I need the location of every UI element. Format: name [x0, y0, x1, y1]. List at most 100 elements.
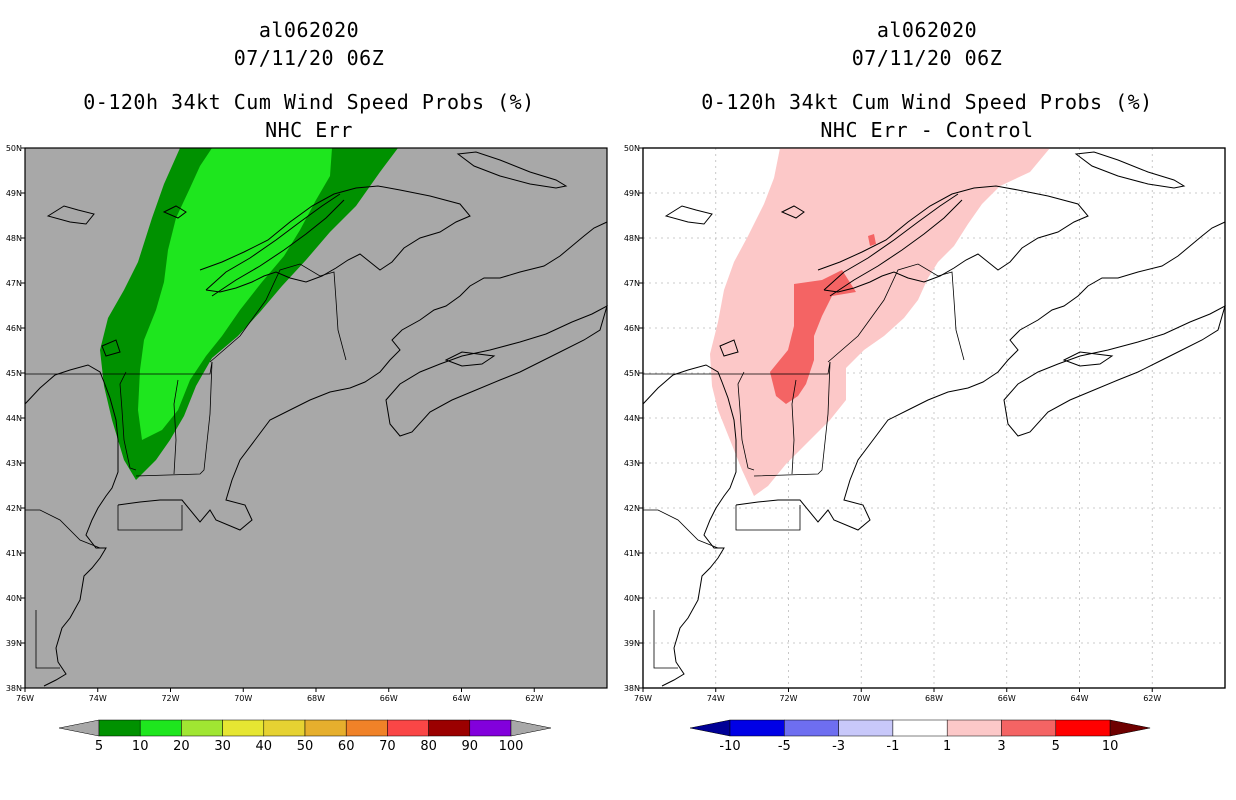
- colorbar-high-triangle: [510, 719, 552, 737]
- border-line: [737, 371, 755, 471]
- lat-label: 49N: [6, 189, 22, 198]
- anticosti-island-outline: [1074, 151, 1186, 189]
- us-east-coastline: [24, 364, 119, 687]
- lon-label: 70W: [852, 694, 870, 703]
- lat-label: 39N: [624, 639, 640, 648]
- lat-label: 40N: [624, 594, 640, 603]
- colorbar-segment: [222, 719, 265, 737]
- colorbar-segment: [784, 719, 839, 737]
- probability-colorbar: 5 10 20 30 40 50 60 70 80 90 100: [58, 719, 552, 754]
- product-title: 0-120h 34kt Cum Wind Speed Probs (%): [83, 90, 535, 114]
- border-line: [791, 379, 797, 475]
- lon-label: 68W: [307, 694, 325, 703]
- colorbar-label: 70: [379, 739, 396, 754]
- lat-label: 50N: [6, 144, 22, 153]
- lat-label: 47N: [6, 279, 22, 288]
- st-lawrence-south-shore: [829, 199, 963, 297]
- colorbar-label: 80: [420, 739, 437, 754]
- axis-labels: 76W 74W 72W 70W 68W 66W 64W 62W 38N 39N 40N 41N 42N 4…: [6, 144, 544, 703]
- colorbar-high-triangle: [1109, 719, 1151, 737]
- lat-label: 45N: [624, 369, 640, 378]
- colorbar-low-triangle: [689, 719, 731, 737]
- colorbar-label: 10: [1102, 739, 1119, 754]
- colorbar-segment: [304, 719, 347, 737]
- lake-outline: [664, 205, 713, 225]
- nova-scotia-outline: [385, 305, 608, 437]
- border-line: [25, 509, 101, 549]
- colorbar-label: 100: [499, 739, 524, 754]
- colorbar-label: 50: [297, 739, 314, 754]
- st-lawrence-north-shore: [823, 193, 959, 291]
- colorbar-label: -5: [778, 739, 791, 754]
- subtitle: NHC Err: [265, 118, 353, 142]
- subtitle: NHC Err - Control: [820, 118, 1034, 142]
- colorbar-label: 5: [1052, 739, 1060, 754]
- lat-label: 48N: [624, 234, 640, 243]
- lon-label: 66W: [380, 694, 398, 703]
- lon-label: 64W: [452, 694, 470, 703]
- lon-label: 72W: [161, 694, 179, 703]
- anticosti-island-outline: [456, 151, 568, 189]
- diff-3-5-contour: [770, 270, 856, 404]
- state-borders: [25, 263, 347, 669]
- lat-label: 40N: [6, 594, 22, 603]
- border-line: [117, 505, 183, 531]
- colorbar-segment: [387, 719, 429, 737]
- lake-outline: [162, 205, 187, 219]
- colorbar-segment: [946, 719, 1002, 737]
- lat-label: 41N: [624, 549, 640, 558]
- colorbar-segment: [469, 719, 512, 737]
- state-borders: [643, 263, 965, 669]
- border-line: [119, 371, 137, 471]
- border-line: [25, 361, 213, 375]
- colorbar-segment: [263, 719, 306, 737]
- lon-label: 72W: [779, 694, 797, 703]
- colorbar-label: 90: [462, 739, 479, 754]
- colorbar-label: 40: [256, 739, 273, 754]
- colorbar-label: 60: [338, 739, 355, 754]
- colorbar-segment: [181, 719, 223, 737]
- colorbar-label: 1: [943, 739, 951, 754]
- product-title: 0-120h 34kt Cum Wind Speed Probs (%): [701, 90, 1153, 114]
- datetime-title: 07/11/20 06Z: [851, 46, 1003, 70]
- map-frame-top: [642, 147, 1226, 689]
- border-line: [173, 379, 179, 475]
- lat-label: 48N: [6, 234, 22, 243]
- st-lawrence-south-shore: [211, 199, 345, 297]
- lat-label: 42N: [624, 504, 640, 513]
- lon-label: 76W: [634, 694, 652, 703]
- prob-10-20-contour: [138, 148, 332, 440]
- right-panel: al062020 07/11/20 06Z 0-120h 34kt Cum Wi…: [618, 0, 1236, 800]
- pei-island-outline: [1062, 351, 1114, 367]
- st-lawrence-north-shore: [205, 193, 341, 291]
- axis-labels: 76W 74W 72W 70W 68W 66W 64W 62W 38N 39N 40N 41N 42N 4…: [624, 144, 1162, 703]
- colorbar-segment: [428, 719, 471, 737]
- colorbar-label: 5: [95, 739, 103, 754]
- new-england-coastline: [117, 221, 608, 531]
- lat-label: 44N: [6, 414, 22, 423]
- colorbar-label: 3: [997, 739, 1005, 754]
- lon-label: 62W: [525, 694, 543, 703]
- lat-label: 45N: [6, 369, 22, 378]
- colorbar-label: 20: [173, 739, 190, 754]
- diff-1-3-contour: [710, 148, 1050, 496]
- lon-label: 76W: [16, 694, 34, 703]
- pei-island-outline: [444, 351, 496, 367]
- colorbar-segment: [838, 719, 894, 737]
- storm-id-title: al062020: [876, 18, 978, 42]
- lat-label: 38N: [6, 684, 22, 693]
- colorbar-label: -3: [832, 739, 845, 754]
- lake-outline: [780, 205, 805, 219]
- border-line: [35, 610, 60, 669]
- colorbar-low-triangle: [58, 719, 100, 737]
- colorbar-segment: [98, 719, 141, 737]
- lon-label: 64W: [1070, 694, 1088, 703]
- colorbar-segment: [1001, 719, 1057, 737]
- lon-label: 70W: [234, 694, 252, 703]
- lat-label: 39N: [6, 639, 22, 648]
- border-line: [735, 505, 801, 531]
- border-line: [753, 361, 831, 477]
- border-line: [643, 361, 831, 375]
- colorbar-segment: [729, 719, 785, 737]
- difference-map: 76W 74W 72W 70W 68W 66W 64W 62W 38N 39N 40N 41N 42N 4…: [624, 144, 1226, 754]
